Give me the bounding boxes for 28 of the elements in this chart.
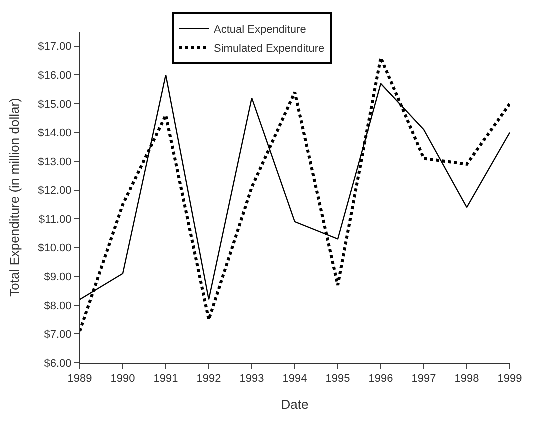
x-tick-label: 1999 — [498, 373, 522, 386]
y-tick-label: $11.00 — [38, 214, 72, 226]
y-tick-label: $8.00 — [44, 300, 72, 312]
line-series — [80, 56, 510, 333]
x-tick-label: 1992 — [196, 373, 222, 386]
x-tick-label: 1990 — [110, 373, 136, 386]
y-tick-label: $17.00 — [38, 41, 72, 54]
y-tick-label: $15.00 — [38, 98, 72, 111]
x-tick-label: 1995 — [326, 373, 350, 386]
y-tick-label: $7.00 — [44, 329, 72, 342]
x-tick-label: 1991 — [154, 373, 178, 386]
y-axis-title: Total Expenditure (in million dollar) — [7, 98, 22, 297]
x-axis-title: Date — [281, 396, 309, 412]
y-tick-label: $6.00 — [44, 358, 72, 370]
x-tick-label: 1998 — [454, 373, 480, 386]
legend-label: Actual Expenditure — [214, 24, 306, 36]
y-tick-label: $9.00 — [44, 272, 72, 284]
y-tick-label: $10.00 — [38, 242, 72, 255]
legend-label: Simulated Expenditure — [214, 42, 325, 55]
x-tick-label: 1994 — [282, 373, 308, 386]
y-tick-label: $14.00 — [38, 128, 72, 140]
y-tick-label: $16.00 — [38, 70, 72, 82]
x-tick-label: 1993 — [240, 373, 264, 386]
x-tick-label: 1997 — [412, 373, 436, 386]
x-tick-label: 1996 — [368, 373, 394, 386]
y-tick-label: $12.00 — [38, 185, 72, 198]
y-tick-label: $13.00 — [38, 156, 72, 168]
x-tick-label: 1989 — [68, 373, 92, 386]
